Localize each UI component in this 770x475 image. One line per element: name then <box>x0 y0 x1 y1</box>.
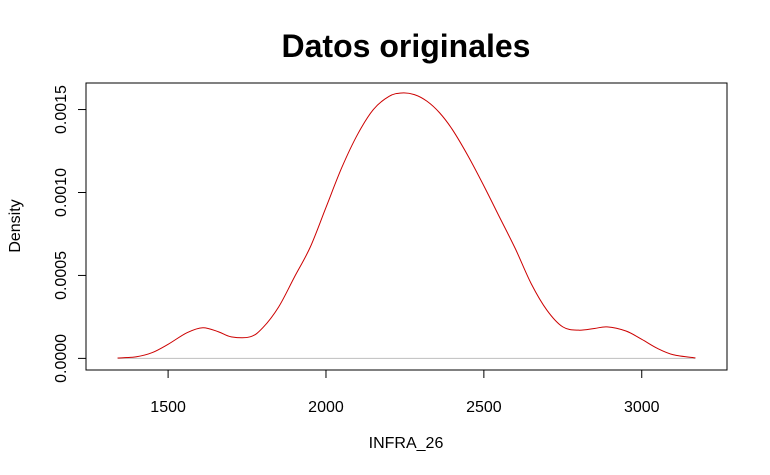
x-tick-label: 1500 <box>150 399 186 416</box>
density-line-series-0 <box>117 92 696 359</box>
x-axis-label: INFRA_26 <box>369 435 444 452</box>
plot-frame <box>85 82 728 371</box>
chart-title: Datos originales <box>282 28 531 64</box>
x-tick-label: 2000 <box>308 399 344 416</box>
y-axis: 0.0000 0.0005 0.0010 0.0015 <box>53 85 87 383</box>
x-tick-label: 2500 <box>466 399 502 416</box>
y-axis-label: Density <box>7 199 24 252</box>
x-axis: 1500 2000 2500 3000 <box>150 369 660 416</box>
y-tick-label: 0.0010 <box>53 168 70 217</box>
y-tick-label: 0.0005 <box>53 251 70 300</box>
y-tick-label: 0.0000 <box>53 334 70 383</box>
x-tick-label: 3000 <box>624 399 660 416</box>
y-tick-label: 0.0015 <box>53 85 70 134</box>
